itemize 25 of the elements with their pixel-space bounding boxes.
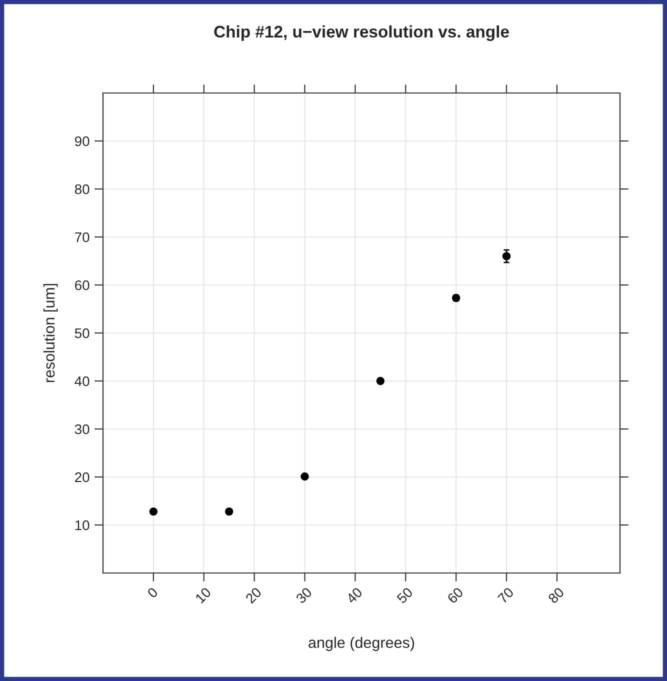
x-tick-label: 10 — [194, 586, 212, 604]
point — [224, 507, 234, 516]
point — [300, 472, 309, 481]
y-tick-label: 80 — [74, 184, 90, 194]
y-tick-label: 50 — [74, 328, 90, 338]
x-tick-label: 40 — [346, 586, 363, 604]
point — [376, 376, 385, 386]
y-tick-label: 60 — [75, 280, 90, 290]
x-tick-label: 70 — [497, 586, 514, 604]
x-tick-label: 30 — [295, 586, 312, 604]
x-axis-title: angle (degrees) — [308, 636, 414, 652]
y-tick-label: 40 — [74, 376, 90, 386]
x-tick-label: 60 — [446, 586, 464, 604]
x-tick-label: 0 — [146, 586, 158, 598]
y-tick-label: 20 — [75, 472, 90, 482]
y-tick-label: 10 — [75, 520, 90, 530]
x-tick-label: 80 — [548, 586, 565, 604]
x-tick-label: 20 — [245, 586, 262, 604]
y-tick-label: 90 — [75, 136, 90, 146]
y-axis-title: resolution [um] — [43, 284, 58, 382]
x-tick-label: 50 — [396, 586, 414, 604]
y-tick-label: 30 — [74, 424, 90, 434]
point — [149, 507, 158, 516]
y-tick-label: 70 — [75, 232, 90, 242]
chart-title: Chip #12, u−view resolution vs. angle — [214, 25, 509, 41]
